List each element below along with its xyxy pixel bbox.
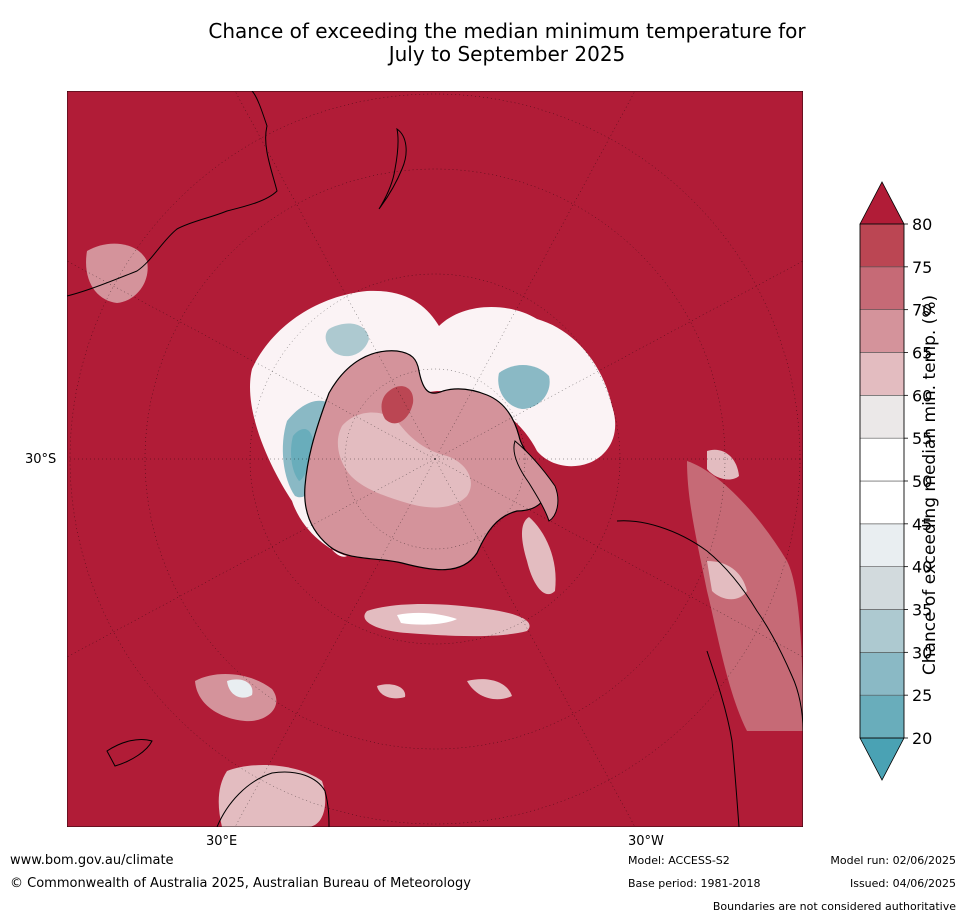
anomaly-blue-indian-core (291, 429, 313, 481)
colorbar-band-30-35 (859, 609, 905, 653)
coast-south-america (616, 520, 803, 827)
meridian-7 (67, 260, 436, 460)
patch-scatter-1 (467, 679, 512, 700)
patch-south-america-light (707, 561, 747, 600)
graticule-circle-1 (344, 368, 526, 550)
patch-south-atlantic-white (397, 612, 457, 625)
patch-australia-region (86, 243, 148, 303)
colorbar-tick-label: 70 (912, 301, 932, 320)
colorbar-band-65-70 (859, 309, 905, 353)
chart-title: Chance of exceeding the median minimum t… (0, 20, 965, 66)
colorbar-tick-label: 60 (912, 386, 932, 405)
colorbar-tick-label: 55 (912, 429, 932, 448)
colorbar-band-45-50 (859, 480, 905, 525)
colorbar: 20 25 30 35 40 45 50 55 60 65 70 75 80 (859, 181, 932, 781)
patch-east-pacific (707, 449, 739, 480)
colorbar-tick-label: 65 (912, 344, 932, 363)
patch-south-america (687, 461, 803, 731)
colorbar-tick-label: 20 (912, 729, 932, 748)
colorbar-tick-label: 80 (912, 215, 932, 234)
lon-label-30e: 30°E (206, 834, 238, 849)
anomaly-blue-ross (325, 323, 369, 357)
anomaly-blue-weddell (498, 365, 550, 409)
footer-disclaimer: Boundaries are not considered authoritat… (712, 900, 956, 913)
colorbar-tick-label: 40 (912, 558, 932, 577)
footer-model: Model: ACCESS-S2 (628, 854, 730, 867)
lon-label-30w: 30°W (628, 834, 664, 849)
colorbar-band-75-80 (859, 223, 905, 268)
colorbar-band-70-75 (859, 266, 905, 310)
colorbar-band-60-65 (859, 352, 905, 396)
lat-label-30s: 30°S (25, 452, 57, 467)
map-panel (67, 91, 803, 827)
antarctica-red-core (381, 386, 414, 424)
footer-model-run: Model run: 02/06/2025 (830, 854, 956, 867)
patch-pacific (522, 517, 556, 595)
colorbar-band-20-25 (859, 694, 905, 739)
colorbar-band-35-40 (859, 566, 905, 610)
colorbar-tick-label: 75 (912, 258, 932, 277)
meridian-8 (434, 260, 803, 460)
colorbar-tick-label: 45 (912, 515, 932, 534)
colorbar-tick-label: 35 (912, 601, 932, 620)
colorbar-band-55-60 (859, 395, 905, 439)
patch-scatter-2 (377, 684, 406, 699)
colorbar-extend-low (859, 737, 905, 781)
antarctic-peninsula (513, 440, 559, 522)
title-line-1: Chance of exceeding the median minimum t… (208, 19, 806, 43)
meridian-10 (434, 458, 803, 658)
colorbar-band-25-30 (859, 652, 905, 696)
antarctica-inner-light (337, 412, 471, 508)
coast-australia (67, 91, 278, 297)
coast-new-zealand (378, 127, 407, 210)
graticule-circle-3 (144, 168, 726, 750)
coast-madagascar (106, 738, 153, 767)
anomaly-ring-light (250, 290, 616, 557)
title-line-2: July to September 2025 (388, 42, 626, 66)
patch-indian-ocean-light (227, 679, 253, 698)
footer-issued: Issued: 04/06/2025 (849, 877, 956, 890)
colorbar-band-40-45 (859, 523, 905, 567)
colorbar-tick-label: 30 (912, 643, 932, 662)
colorbar-band-50-55 (859, 437, 905, 482)
coast-africa (216, 771, 330, 827)
colorbar-label: Chance of exceeding median min. temp. (%… (920, 294, 940, 676)
colorbar-tick-label: 25 (912, 686, 932, 705)
footer-copyright: © Commonwealth of Australia 2025, Austra… (10, 876, 471, 891)
footer-website: www.bom.gov.au/climate (10, 853, 174, 868)
colorbar-tick-label: 50 (912, 472, 932, 491)
meridian-9 (67, 458, 436, 658)
patch-africa-region (218, 765, 326, 827)
colorbar-extend-high (859, 181, 905, 225)
footer-base-period: Base period: 1981-2018 (628, 877, 761, 890)
patch-indian-ocean (195, 674, 277, 722)
